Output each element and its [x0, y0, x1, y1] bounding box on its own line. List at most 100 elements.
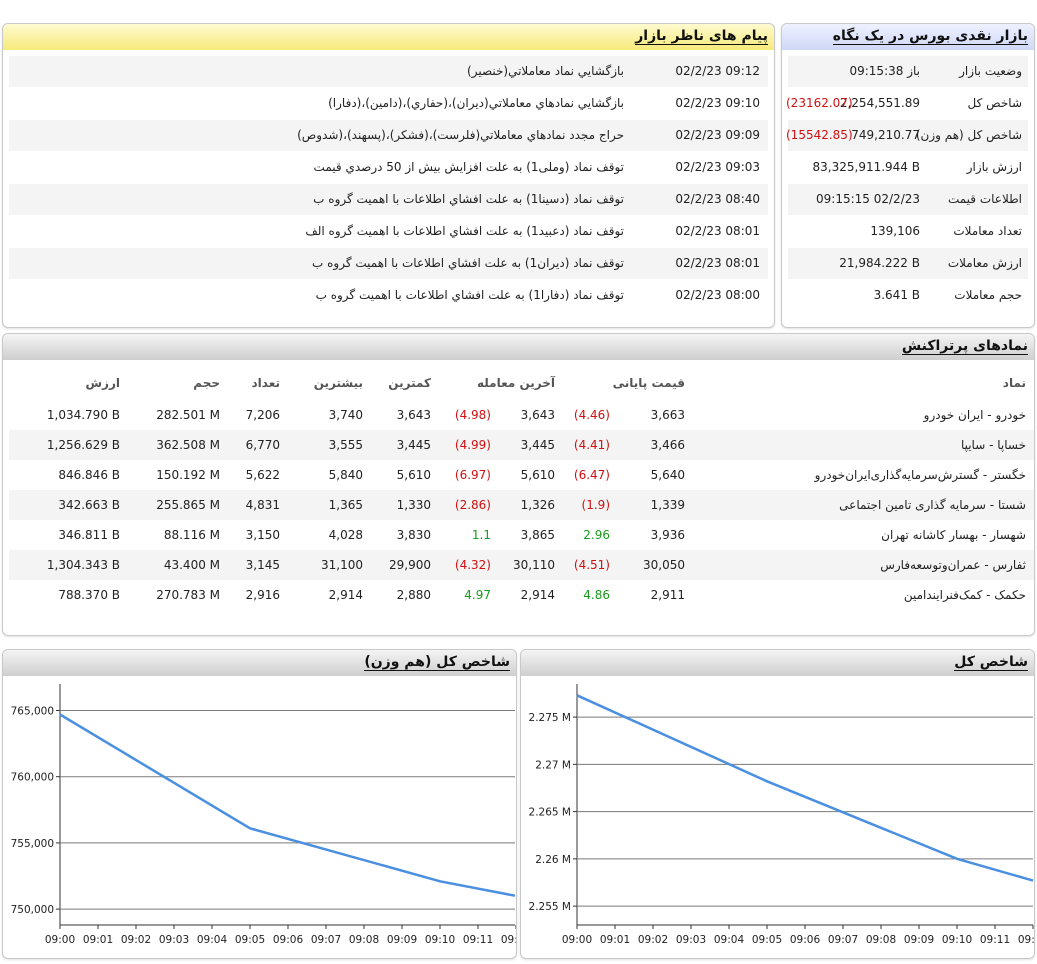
- top-trades-table: ارزش حجم تعداد بیشترین کمترین آخرین معام…: [9, 366, 1034, 610]
- trade-close-change: (4.51): [555, 550, 610, 580]
- trade-value: 846.846 B: [58, 468, 120, 482]
- chart-y-tick-label: 2.265 M: [529, 807, 571, 819]
- equal-weight-index-chart-header: شاخص کل (هم وزن): [3, 650, 516, 676]
- chart-x-tick-label: 09:11: [463, 934, 493, 946]
- market-row-label: وضعیت بازار: [959, 64, 1022, 78]
- message-row[interactable]: 02/2/23 08:01 توقف نماد (دعبيد1) به علت ا…: [9, 216, 768, 248]
- chart-x-tick-label: 09:02: [638, 934, 668, 946]
- trade-symbol[interactable]: شهسار - بهسار کاشانه تهران: [881, 528, 1026, 542]
- message-time: 02/2/23 08:01: [675, 256, 760, 270]
- message-text[interactable]: توقف نماد (ديران1) به علت افشاي اطلاعات …: [312, 256, 624, 270]
- chart-x-tick-label: 09:01: [83, 934, 113, 946]
- trade-low: 29,900: [363, 550, 431, 580]
- table-row[interactable]: 1,256.629 B 362.508 M 6,770 3,555 3,445 (4.99…: [9, 430, 1034, 460]
- col-header-value[interactable]: ارزش: [85, 376, 121, 390]
- market-row-value: 09:15:15 02/2/23: [816, 192, 920, 206]
- message-text[interactable]: توقف نماد (دعبيد1) به علت افشاي اطلاعات …: [305, 224, 624, 238]
- table-row[interactable]: 1,304.343 B 43.400 M 3,145 31,100 29,900 (4.3…: [9, 550, 1034, 580]
- message-row[interactable]: 02/2/23 09:12 بازگشايي نماد معاملاتي(خنصي…: [9, 56, 768, 88]
- message-text[interactable]: حراج مجدد نمادهاي معاملاتي(فلرست)،(فشكر)…: [297, 128, 624, 142]
- col-header-symbol[interactable]: نماد: [1002, 376, 1026, 390]
- trade-symbol[interactable]: خودرو - ایران خودرو: [923, 408, 1026, 422]
- market-row-label: تعداد معاملات: [953, 224, 1022, 238]
- message-row[interactable]: 02/2/23 08:40 توقف نماد (دسينا1) به علت ا…: [9, 184, 768, 216]
- messages-title: پیام های ناظر بازار: [635, 28, 768, 45]
- message-text[interactable]: بازگشايي نماد معاملاتي(خنصير): [467, 64, 624, 78]
- chart-x-tick-label: 09:07: [311, 934, 341, 946]
- trade-low: 3,643: [396, 408, 431, 422]
- market-row-value: 749,210.77: [851, 128, 920, 142]
- top-trades-header: نمادهای پرتراکنش: [3, 334, 1034, 360]
- message-row[interactable]: 02/2/23 09:03 توقف نماد (وملی1) به علت اف…: [9, 152, 768, 184]
- table-row[interactable]: 346.811 B 88.116 M 3,150 4,028 3,830 1.1 3,865…: [9, 520, 1034, 550]
- table-row[interactable]: 1,034.790 B 282.501 M 7,206 3,740 3,643 (4.98…: [9, 400, 1034, 430]
- col-header-high[interactable]: بیشترین: [313, 376, 363, 390]
- chart-series-line: [59, 713, 516, 897]
- trade-count: 7,206: [245, 408, 280, 422]
- trade-close-price: 1,339: [610, 490, 685, 520]
- chart-y-tick-label: 2.26 M: [535, 854, 571, 866]
- chart-y-tick-label: 2.275 M: [529, 712, 571, 724]
- chart-y-tick-label: 755,000: [11, 838, 54, 850]
- market-summary-row: اطلاعات قیمت 09:15:15 02/2/23: [788, 184, 1028, 216]
- table-row[interactable]: 846.846 B 150.192 M 5,622 5,840 5,610 (6.97) 5…: [9, 460, 1034, 490]
- chart-y-tick-label: 760,000: [11, 772, 54, 784]
- chart-x-tick-label: 09:10: [942, 934, 972, 946]
- trade-low: 3,445: [363, 430, 431, 460]
- message-time: 02/2/23 09:12: [675, 64, 760, 78]
- chart-x-tick-label: 09:05: [235, 934, 265, 946]
- trade-symbol[interactable]: شستا - سرمایه گذاری تامین اجتماعی: [685, 490, 1034, 520]
- trade-close-price: 30,050: [610, 550, 685, 580]
- col-header-volume[interactable]: حجم: [193, 376, 220, 390]
- trade-value: 342.663 B: [9, 490, 120, 520]
- equal-weight-index-chart-title: شاخص کل (هم وزن): [364, 654, 510, 671]
- market-row-label: شاخص کل (هم وزن): [915, 128, 1022, 142]
- trade-count: 3,145: [220, 550, 280, 580]
- chart-x-tick-label: 09:03: [676, 934, 706, 946]
- message-text[interactable]: بازگشايي نمادهاي معاملاتي(ديران)،(حفاري)…: [328, 96, 624, 110]
- table-row[interactable]: 788.370 B 270.783 M 2,916 2,914 2,880 4.97 2,9…: [9, 580, 1034, 610]
- col-header-count[interactable]: تعداد: [251, 376, 280, 390]
- trade-count: 4,831: [220, 490, 280, 520]
- market-summary-row: شاخص کل 2,254,551.89 (23162.07): [786, 88, 1028, 120]
- message-row[interactable]: 02/2/23 09:10 بازگشايي نمادهاي معاملاتي(د…: [9, 88, 768, 120]
- chart-series-line: [576, 694, 1034, 882]
- trade-count: 6,770: [220, 430, 280, 460]
- trade-close-change: (4.41): [555, 430, 610, 460]
- message-time: 02/2/23 09:10: [675, 96, 760, 110]
- trade-symbol[interactable]: خساپا - سایپا: [685, 430, 1034, 460]
- table-row[interactable]: 342.663 B 255.865 M 4,831 1,365 1,330 (2.86) 1…: [9, 490, 1034, 520]
- trade-last-price: 3,643: [520, 408, 555, 422]
- message-row[interactable]: 02/2/23 09:09 حراج مجدد نمادهاي معاملاتي(…: [9, 120, 768, 152]
- message-text[interactable]: توقف نماد (دفارا1) به علت افشاي اطلاعات …: [315, 288, 624, 302]
- top-trades-panel: نمادهای پرتراکنش ارزش حجم تعداد بیشترین …: [2, 333, 1035, 636]
- trade-symbol[interactable]: خگستر - گسترش‌سرمایه‌گذاری‌ایران‌خودرو: [814, 468, 1026, 482]
- message-time: 02/2/23 09:09: [675, 128, 760, 142]
- message-time: 02/2/23 08:01: [675, 224, 760, 238]
- market-row-label: ارزش بازار: [966, 160, 1022, 174]
- message-text[interactable]: توقف نماد (وملی1) به علت افزايش بيش از 5…: [313, 160, 624, 174]
- message-row[interactable]: 02/2/23 08:00 توقف نماد (دفارا1) به علت ا…: [9, 280, 768, 312]
- message-row[interactable]: 02/2/23 08:01 توقف نماد (ديران1) به علت ا…: [9, 248, 768, 280]
- trade-close-change: (4.46): [573, 408, 610, 422]
- equal-weight-index-chart: 765,000 760,000 755,000 750,000 09:00 09:01 09…: [11, 684, 516, 946]
- trade-last-change: (4.99): [431, 430, 491, 460]
- trade-close-change: 4.86: [583, 588, 610, 602]
- message-text[interactable]: توقف نماد (دسينا1) به علت افشاي اطلاعات …: [313, 192, 624, 206]
- chart-x-tick-label: 09:03: [159, 934, 189, 946]
- chart-x-tick-label: 09:12: [1018, 934, 1034, 946]
- message-time: 02/2/23 09:03: [675, 160, 760, 174]
- trade-symbol[interactable]: حکمک - کمک‌فنرایندامین: [903, 588, 1026, 602]
- message-time: 02/2/23 08:40: [675, 192, 760, 206]
- trade-last-change: (4.32): [431, 550, 491, 580]
- col-header-last[interactable]: آخرین معامله: [476, 376, 555, 390]
- market-summary-row: ارزش معاملات 21,984.222 B: [788, 248, 1028, 280]
- market-row-change: (15542.85): [786, 128, 853, 142]
- col-header-close[interactable]: قیمت پایانی: [612, 376, 685, 390]
- col-header-low[interactable]: کمترین: [388, 376, 431, 390]
- trade-symbol[interactable]: ثفارس - عمران‌وتوسعه‌فارس: [685, 550, 1034, 580]
- trade-low: 2,880: [396, 588, 431, 602]
- trade-volume: 270.783 M: [156, 588, 220, 602]
- chart-x-tick-label: 09:02: [121, 934, 151, 946]
- trade-count: 5,622: [245, 468, 280, 482]
